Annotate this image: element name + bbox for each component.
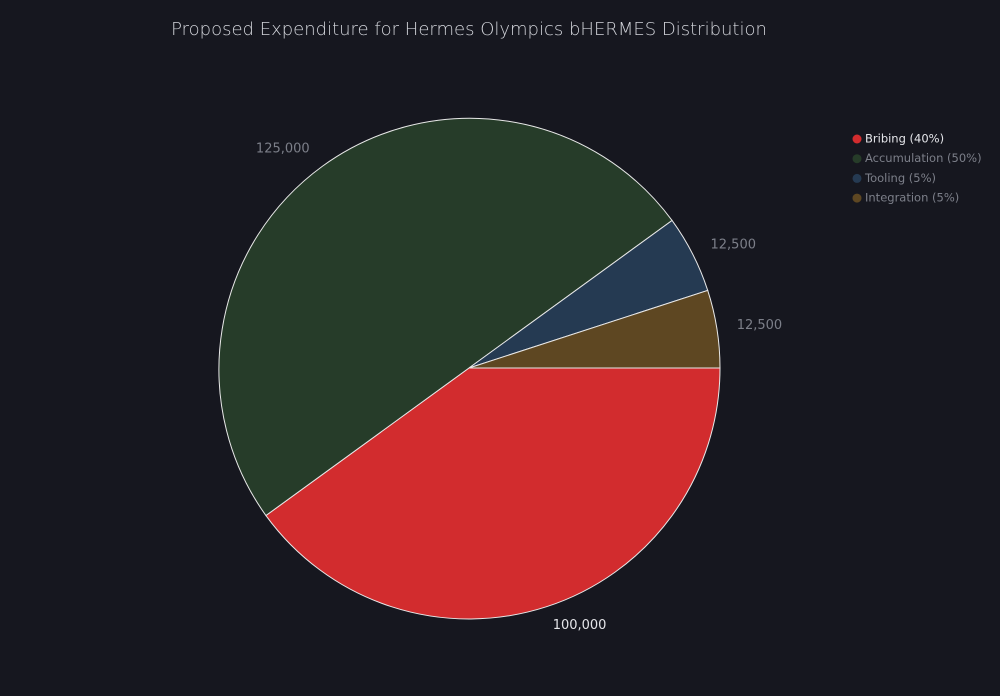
pie-data-label: 12,500 (737, 318, 783, 333)
legend-item[interactable]: Integration (5%) (852, 191, 960, 205)
legend-label: Tooling (5%) (864, 171, 936, 185)
legend-marker (852, 173, 862, 183)
legend-item[interactable]: Bribing (40%) (852, 132, 945, 146)
pie-data-label: 100,000 (553, 618, 607, 633)
legend-marker (852, 134, 862, 144)
pie-slice-3[interactable] (468, 289, 721, 369)
chart-title: Proposed Expenditure for Hermes Olympics… (171, 19, 767, 40)
pie-data-label: 125,000 (256, 141, 310, 156)
chart-legend: Bribing (40%) Accumulation (50%) Tooling (… (852, 132, 982, 205)
legend-label: Integration (5%) (865, 191, 959, 205)
legend-item[interactable]: Tooling (5%) (852, 171, 937, 185)
legend-label: Accumulation (50%) (865, 151, 982, 165)
pie-slices (218, 117, 721, 620)
pie-slice-0[interactable] (265, 367, 721, 620)
legend-marker (852, 193, 862, 203)
legend-label: Bribing (40%) (865, 132, 944, 146)
pie-data-label: 12,500 (711, 238, 757, 253)
legend-item[interactable]: Accumulation (50%) (852, 151, 982, 165)
legend-marker (852, 154, 862, 164)
pie-slice-1[interactable] (218, 117, 673, 517)
pie-data-labels: 100,000 125,000 12,500 12,500 (256, 141, 782, 633)
